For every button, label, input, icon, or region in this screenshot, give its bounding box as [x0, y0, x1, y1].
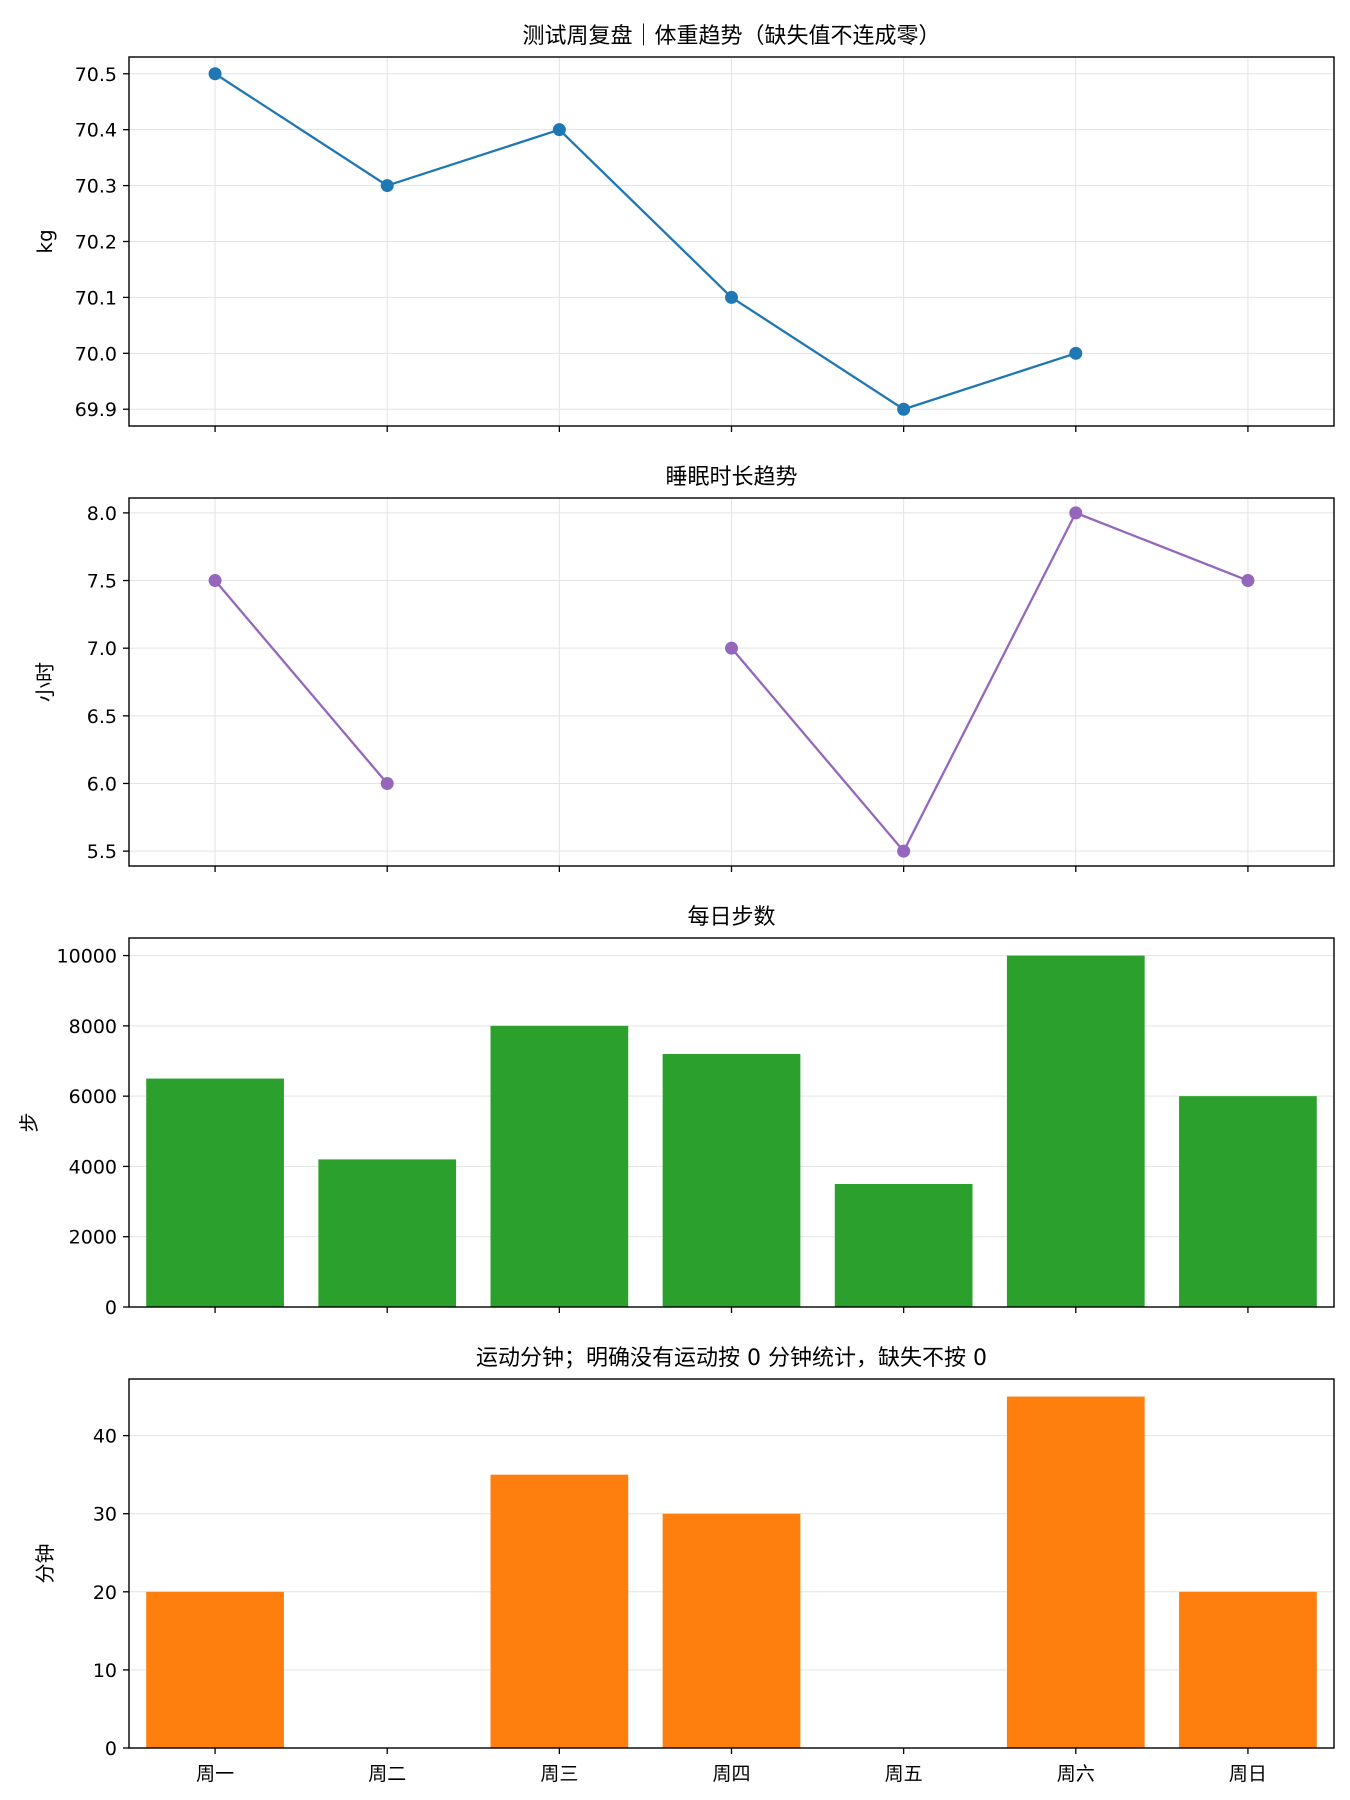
bar	[318, 1159, 457, 1307]
y-tick-label: 70.3	[75, 176, 117, 198]
x-tick-label: 周一	[196, 1763, 234, 1785]
x-tick-label: 周日	[1229, 1763, 1267, 1785]
y-tick-label: 6000	[69, 1086, 117, 1108]
y-tick-label: 8000	[69, 1016, 117, 1038]
chart-title: 运动分钟；明确没有运动按 0 分钟统计，缺失不按 0	[476, 1346, 987, 1371]
data-point	[725, 290, 738, 304]
chart-title: 测试周复盘｜体重趋势（缺失值不连成零）	[522, 24, 940, 49]
y-tick-label: 5.5	[87, 841, 117, 863]
y-tick-label: 70.1	[75, 287, 117, 309]
y-axis-label: kg	[33, 229, 57, 253]
y-tick-label: 10000	[57, 946, 117, 968]
bar	[1006, 1396, 1145, 1748]
bar	[1179, 1096, 1317, 1307]
y-tick-label: 6.5	[87, 706, 117, 728]
data-point	[725, 641, 738, 655]
y-tick-label: 7.0	[87, 638, 117, 660]
bar	[662, 1053, 801, 1307]
series-line	[730, 511, 1249, 853]
y-tick-label: 2000	[69, 1227, 117, 1249]
y-tick-label: 70.2	[75, 232, 117, 254]
y-tick-label: 0	[105, 1297, 117, 1319]
y-tick-label: 0	[105, 1738, 117, 1760]
bar	[1006, 955, 1145, 1307]
y-tick-label: 69.9	[75, 399, 117, 421]
x-tick-label: 周二	[368, 1763, 406, 1785]
data-point	[1069, 506, 1083, 520]
y-axis-label: 分钟	[33, 1544, 57, 1584]
bar	[1179, 1591, 1317, 1748]
x-tick-label: 周四	[712, 1763, 750, 1785]
bar	[490, 1474, 629, 1748]
chart-title: 每日步数	[687, 905, 775, 930]
series-line	[214, 579, 389, 785]
y-tick-label: 70.0	[75, 343, 117, 365]
chart-panel-1: 69.9 70.0 70.1 70.2 70.3 70.4 70.5 测试周复盘｜体重趋势（缺…	[33, 24, 1335, 432]
data-point	[897, 402, 911, 416]
chart-panel-4: 0 10 20 30 40 周一 周二 周三 周四 周五 周六 周日 运动分钟；明确没有运动按 0 分钟…	[33, 1346, 1335, 1785]
y-axis-label: 步	[17, 1113, 41, 1133]
data-point	[1069, 346, 1083, 360]
chart-title: 睡眠时长趋势	[665, 465, 797, 490]
data-point	[380, 776, 394, 790]
data-point	[380, 179, 394, 193]
y-tick-label: 70.4	[75, 120, 117, 142]
y-tick-label: 40	[93, 1426, 117, 1448]
bar	[662, 1513, 801, 1748]
bar	[146, 1591, 284, 1748]
y-tick-label: 10	[93, 1660, 117, 1682]
data-point	[208, 67, 222, 81]
x-tick-label: 周六	[1057, 1763, 1095, 1785]
x-tick-label: 周五	[885, 1763, 923, 1785]
y-tick-label: 8.0	[87, 503, 117, 525]
y-tick-label: 20	[93, 1582, 117, 1604]
series-line	[214, 72, 1077, 411]
data-point	[208, 574, 222, 588]
x-tick-label: 周三	[540, 1763, 578, 1785]
y-tick-label: 6.0	[87, 773, 117, 795]
bar	[146, 1078, 284, 1307]
y-tick-label: 70.5	[75, 64, 117, 86]
bar	[490, 1025, 629, 1307]
y-tick-label: 7.5	[87, 571, 117, 593]
y-tick-label: 4000	[69, 1156, 117, 1178]
data-point	[897, 844, 911, 858]
data-point	[552, 123, 566, 137]
y-tick-label: 30	[93, 1504, 117, 1526]
bar	[834, 1184, 973, 1307]
y-axis-label: 小时	[33, 662, 57, 702]
data-point	[1241, 574, 1255, 588]
